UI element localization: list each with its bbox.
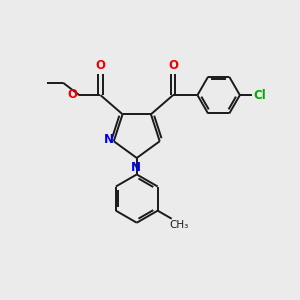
Text: O: O [168,58,178,72]
Text: N: N [131,161,141,175]
Text: N: N [103,133,113,146]
Text: O: O [95,58,106,72]
Text: O: O [67,88,77,101]
Text: CH₃: CH₃ [169,220,189,230]
Text: Cl: Cl [254,88,266,102]
